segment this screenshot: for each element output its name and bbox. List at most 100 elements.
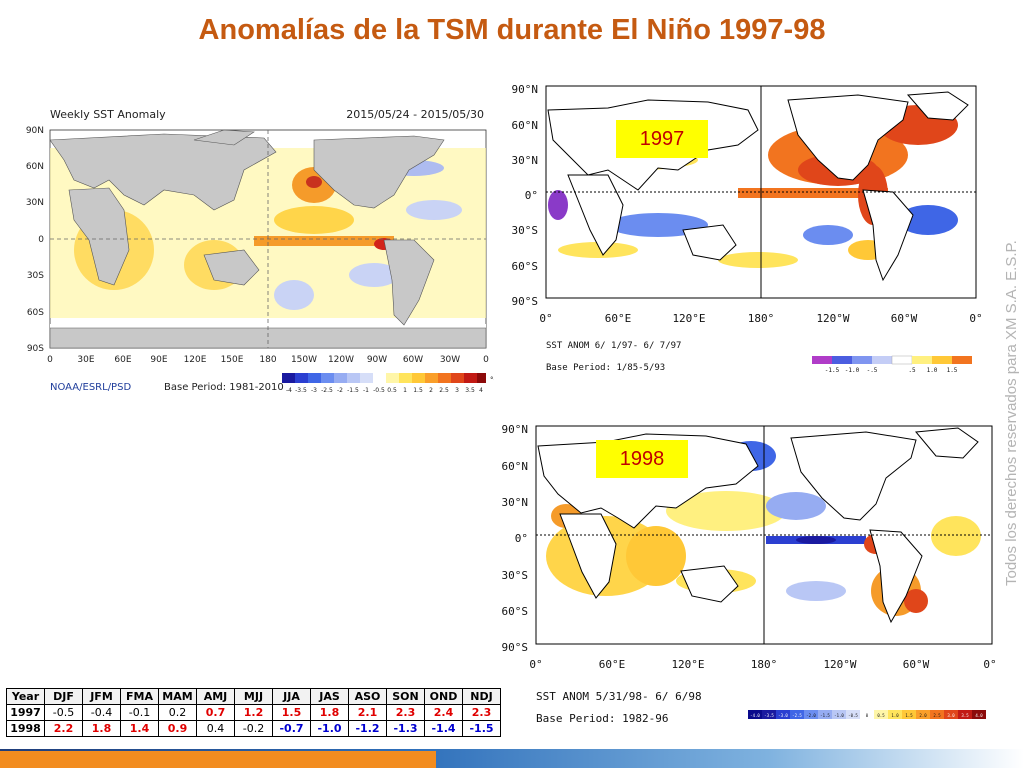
svg-text:180: 180 [259, 355, 276, 365]
svg-text:120W: 120W [328, 355, 354, 365]
svg-text:-2.0: -2.0 [806, 713, 816, 718]
svg-text:0°: 0° [969, 312, 982, 325]
svg-text:60°W: 60°W [903, 658, 930, 671]
oni-value-cell: 2.3 [462, 704, 501, 721]
svg-text:0°: 0° [983, 658, 996, 671]
svg-text:90E: 90E [150, 355, 167, 365]
weekly-header-left: Weekly SST Anomaly [50, 108, 166, 121]
map-1998-colorbar [748, 710, 986, 719]
svg-text:30°N: 30°N [512, 154, 539, 167]
oni-value-cell: 0.7 [196, 704, 235, 721]
svg-text:60°N: 60°N [502, 460, 529, 473]
oni-value-cell: -1.0 [310, 720, 349, 737]
table-row: 1998 2.2 1.8 1.4 0.9 0.4 -0.2 -0.7 -1.0 -1.2 -1.3-… [6, 720, 501, 737]
weekly-colorbar-labels: -4 -3.5 -3 -2.5 -2 -1.5 -1 -0.5 0.5 1 1.… [286, 387, 483, 394]
oni-value-cell: 1.2 [234, 704, 273, 721]
svg-text:1: 1 [403, 387, 407, 394]
oni-value-cell: 0.9 [158, 720, 197, 737]
svg-text:-3.5: -3.5 [295, 387, 307, 394]
map-1998-land [537, 427, 979, 624]
svg-text:60°E: 60°E [599, 658, 626, 671]
oni-value-cell: 0.2 [158, 704, 197, 721]
svg-text:-1.0: -1.0 [834, 713, 844, 718]
oni-table: Year DJF JFM FMA MAM AMJ MJJ JJA JAS ASO… [6, 688, 501, 737]
oni-header-cell: JFM [82, 688, 121, 705]
svg-text:90W: 90W [367, 355, 387, 365]
table-row: 1997 -0.5 -0.4 -0.1 0.2 0.7 1.2 1.5 1.8 2.1 2.3 2.4… [6, 704, 501, 721]
weekly-colorbar-unit: °C [490, 376, 494, 384]
oni-value-cell: 2.1 [348, 704, 387, 721]
oni-header-cell: ASO [348, 688, 387, 705]
page-title: Anomalías de la TSM durante El Niño 1997… [198, 14, 826, 46]
svg-text:0°: 0° [529, 658, 542, 671]
svg-text:0.5: 0.5 [877, 713, 885, 718]
svg-text:1.5: 1.5 [905, 713, 913, 718]
svg-text:60°S: 60°S [512, 260, 539, 273]
oni-year-cell: 1998 [6, 720, 45, 737]
svg-text:120°E: 120°E [672, 312, 705, 325]
svg-text:-3.5: -3.5 [764, 713, 774, 718]
svg-text:1.5: 1.5 [947, 367, 958, 374]
map-1997-colorbar [812, 355, 972, 365]
weekly-base-period: Base Period: 1981-2010 [164, 382, 284, 393]
svg-text:120°W: 120°W [816, 312, 849, 325]
svg-text:120°W: 120°W [823, 658, 856, 671]
footer-accent-bar [0, 751, 436, 768]
svg-text:90°S: 90°S [512, 295, 539, 308]
weekly-colorbar [282, 373, 486, 383]
oni-value-cell: -1.4 [424, 720, 463, 737]
oni-value-cell: -0.4 [82, 704, 121, 721]
svg-text:-1.5: -1.5 [825, 367, 840, 374]
oni-value-cell: 2.2 [44, 720, 83, 737]
map-1998-caption-1: SST ANOM 5/31/98- 6/ 6/98 [536, 690, 702, 703]
svg-text:120°E: 120°E [671, 658, 704, 671]
oni-value-cell: 2.3 [386, 704, 425, 721]
oni-header-cell: NDJ [462, 688, 501, 705]
svg-text:1.0: 1.0 [927, 367, 938, 374]
oni-header-cell: SON [386, 688, 425, 705]
oni-header-cell: FMA [120, 688, 159, 705]
svg-text:90°N: 90°N [512, 83, 539, 96]
svg-text:120E: 120E [184, 355, 207, 365]
svg-text:180°: 180° [748, 312, 775, 325]
svg-text:-1.5: -1.5 [820, 713, 830, 718]
svg-text:30N: 30N [26, 198, 44, 208]
svg-text:90°N: 90°N [502, 423, 529, 436]
oni-header-cell: MAM [158, 688, 197, 705]
oni-header-cell: AMJ [196, 688, 235, 705]
svg-text:3: 3 [455, 387, 459, 394]
svg-text:60W: 60W [403, 355, 423, 365]
svg-text:30E: 30E [77, 355, 94, 365]
map-1997-lon-labels: 0° 60°E 120°E 180° 120°W 60°W 0° [539, 312, 982, 325]
oni-value-cell: -0.5 [44, 704, 83, 721]
map-1998-lat-labels: 90°N 60°N 30°N 0° 30°S 60°S 90°S [502, 423, 529, 654]
oni-year-cell: 1997 [6, 704, 45, 721]
svg-text:3.0: 3.0 [947, 713, 955, 718]
weekly-lon-labels: 0 30E 60E 90E 120E 150E 180 150W 120W 90… [47, 355, 489, 365]
svg-text:-0.5: -0.5 [373, 387, 385, 394]
svg-text:-4: -4 [286, 387, 292, 394]
weekly-land [49, 129, 487, 349]
svg-text:2.0: 2.0 [919, 713, 927, 718]
map-1997-caption-2: Base Period: 1/85-5/93 [546, 363, 665, 373]
map-1997-lat-labels: 90°N 60°N 30°N 0° 30°S 60°S 90°S [512, 83, 539, 308]
svg-text:90°S: 90°S [502, 641, 529, 654]
oni-value-cell: 1.8 [310, 704, 349, 721]
svg-text:-1.0: -1.0 [845, 367, 860, 374]
map-1998-caption-2: Base Period: 1982-96 [536, 712, 668, 725]
sst-map-1997-svg: 90°N 60°N 30°N 0° 30°S 60°S 90°S 0° 60°E… [512, 83, 983, 374]
svg-text:-3.0: -3.0 [778, 713, 788, 718]
svg-text:4.0: 4.0 [975, 713, 983, 718]
svg-text:3.5: 3.5 [961, 713, 969, 718]
weekly-sst-map-svg: Weekly SST Anomaly 2015/05/24 - 2015/05/… [26, 108, 494, 394]
svg-text:3.5: 3.5 [465, 387, 475, 394]
svg-text:0: 0 [38, 235, 44, 245]
weekly-header-right: 2015/05/24 - 2015/05/30 [346, 108, 484, 121]
svg-text:30°S: 30°S [512, 224, 539, 237]
oni-value-cell: -1.2 [348, 720, 387, 737]
svg-text:-2.5: -2.5 [321, 387, 333, 394]
svg-text:60°E: 60°E [605, 312, 632, 325]
svg-text:2.5: 2.5 [933, 713, 941, 718]
oni-table-header-row: Year DJF JFM FMA MAM AMJ MJJ JJA JAS ASO… [6, 688, 501, 705]
svg-text:90S: 90S [27, 344, 44, 354]
